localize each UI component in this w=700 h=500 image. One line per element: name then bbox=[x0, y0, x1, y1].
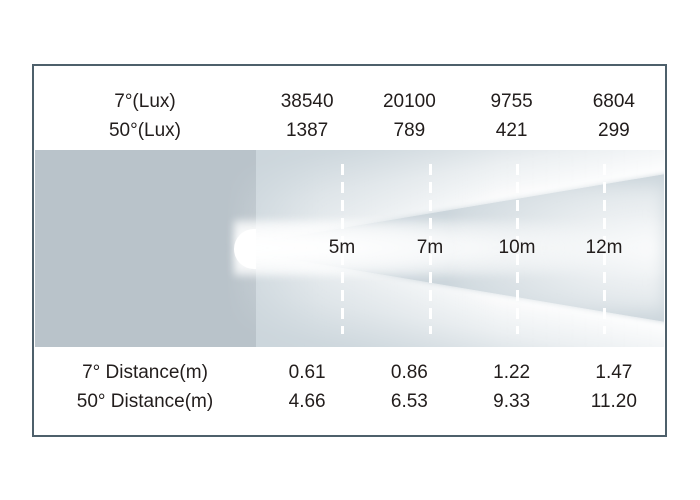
lux-7-value-10m: 9755 bbox=[490, 91, 533, 112]
distance-marker-5m bbox=[341, 164, 344, 334]
distance-7-value-7m: 0.86 bbox=[390, 362, 428, 383]
lux-7-degree-row: 7°(Lux) 38540 20100 9755 6804 bbox=[34, 89, 665, 115]
beam-far-field-glow bbox=[455, 184, 665, 312]
distance-50-degree-values: 4.66 6.53 9.33 11.20 bbox=[256, 389, 665, 415]
lux-50-degree-row: 50°(Lux) 1387 789 421 299 bbox=[34, 118, 665, 144]
distance-label-12m: 12m bbox=[585, 237, 623, 258]
distance-7-value-5m: 0.61 bbox=[288, 362, 326, 383]
lux-7-value-12m: 6804 bbox=[592, 91, 636, 112]
beam-distance-diagram: 7°(Lux) 38540 20100 9755 6804 50°(Lux) 1… bbox=[32, 64, 667, 437]
lux-50-value-5m: 1387 bbox=[285, 120, 329, 141]
beam-illustration-stage: 5m 7m 10m 12m bbox=[34, 150, 665, 347]
distance-7-value-10m: 1.22 bbox=[493, 362, 531, 383]
lux-7-value-5m: 38540 bbox=[280, 91, 334, 112]
fixture-panel-background bbox=[34, 150, 256, 347]
lux-50-degree-values: 1387 789 421 299 bbox=[256, 118, 665, 144]
distance-7-degree-row: 7° Distance(m) 0.61 0.86 1.22 1.47 bbox=[34, 360, 665, 386]
lux-50-degree-label: 50°(Lux) bbox=[108, 120, 182, 141]
light-source-icon bbox=[234, 229, 256, 269]
distance-7-value-12m: 1.47 bbox=[595, 362, 633, 383]
distance-50-value-5m: 4.66 bbox=[288, 391, 326, 412]
distance-50-degree-row: 50° Distance(m) 4.66 6.53 9.33 11.20 bbox=[34, 389, 665, 415]
distance-7-degree-label: 7° Distance(m) bbox=[82, 362, 208, 383]
distance-50-value-7m: 6.53 bbox=[390, 391, 428, 412]
distance-7-degree-values: 0.61 0.86 1.22 1.47 bbox=[256, 360, 665, 386]
distance-marker-10m bbox=[516, 164, 519, 334]
distance-label-10m: 10m bbox=[498, 237, 536, 258]
distance-50-value-10m: 9.33 bbox=[493, 391, 531, 412]
lux-7-value-7m: 20100 bbox=[382, 91, 436, 112]
distance-label-7m: 7m bbox=[416, 237, 444, 258]
distance-50-degree-label: 50° Distance(m) bbox=[76, 391, 214, 412]
lux-7-degree-values: 38540 20100 9755 6804 bbox=[256, 89, 665, 115]
lux-50-value-12m: 299 bbox=[598, 120, 630, 141]
lux-7-degree-label: 7°(Lux) bbox=[114, 91, 176, 112]
lux-50-value-10m: 421 bbox=[495, 120, 528, 141]
distance-marker-7m bbox=[429, 164, 432, 334]
distance-marker-12m bbox=[603, 164, 606, 334]
lux-50-value-7m: 789 bbox=[393, 120, 426, 141]
distance-50-value-12m: 11.20 bbox=[590, 391, 637, 412]
distance-label-5m: 5m bbox=[328, 237, 356, 258]
